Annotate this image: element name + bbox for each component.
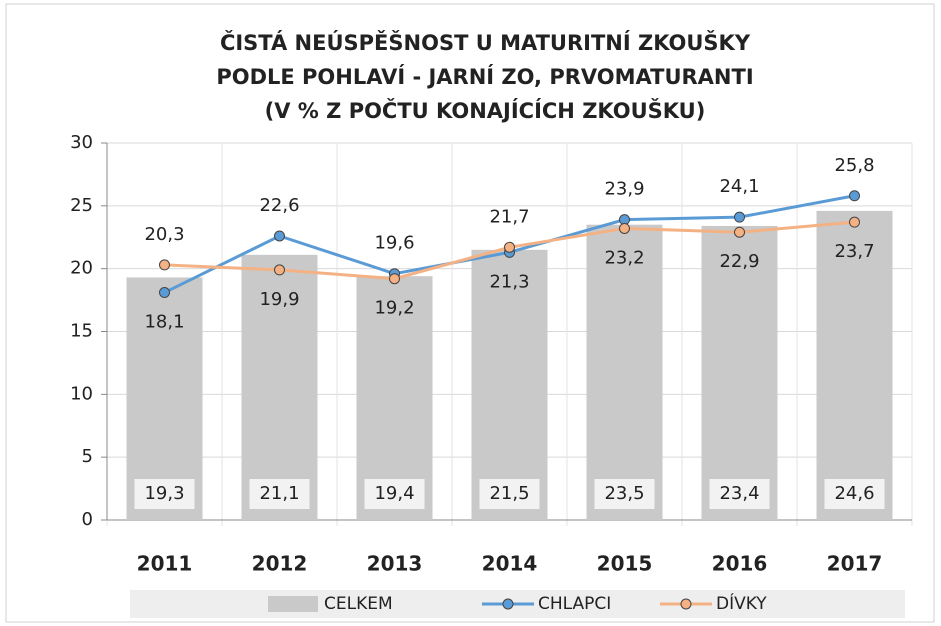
bar [816,210,893,521]
bar-label: 23,5 [604,483,644,504]
line-marker [159,287,170,299]
legend-marker [680,598,692,610]
line-label: 19,9 [259,289,299,310]
x-tick-label: 2016 [712,552,768,576]
bar-label: 23,4 [719,483,759,504]
line-label: 23,9 [604,179,644,200]
line-marker [619,222,630,234]
bar-label-box [364,479,425,509]
line-label: 19,6 [374,233,414,254]
line-marker [274,264,285,276]
bar-label-box [134,479,195,509]
line-marker [734,211,745,223]
line-label: 22,9 [719,251,759,272]
line-label: 23,2 [604,247,644,268]
y-tick-label: 30 [70,132,93,153]
bar [471,249,548,521]
line-label: 23,7 [834,241,874,262]
y-tick-label: 20 [70,258,93,279]
bar-label-box [594,479,655,509]
bar [586,224,663,520]
x-tick-label: 2014 [482,552,538,576]
legend-swatch [268,596,318,612]
line-marker [734,226,745,238]
line-label: 25,8 [834,155,874,176]
chart-title: (V % Z POČTU KONAJÍCÍCH ZKOUŠKU) [265,98,706,123]
legend-marker [502,598,514,610]
bar-label: 21,5 [489,483,529,504]
line-label: 19,2 [374,298,414,319]
line-label: 18,1 [144,312,184,333]
y-tick-label: 5 [82,446,93,467]
bar-label-box [249,479,310,509]
x-tick-label: 2011 [137,552,193,576]
line-marker [504,241,515,253]
y-tick-label: 15 [70,321,93,342]
bar-label-box [479,479,540,509]
line-marker [274,230,285,242]
bar-label: 24,6 [834,483,874,504]
bar-label: 21,1 [259,483,299,504]
bar [701,225,778,520]
chart-title: PODLE POHLAVÍ - JARNÍ ZO, PRVOMATURANTI [216,64,753,89]
bar [241,254,318,521]
y-tick-label: 10 [70,383,93,404]
legend-label: CHLAPCI [538,594,611,614]
line-marker [389,273,400,285]
chart-title: ČISTÁ NEÚSPĚŠNOST U MATURITNÍ ZKOUŠKY [220,30,751,55]
line-marker [849,216,860,228]
line-label: 21,7 [489,206,529,227]
bar-label-box [709,479,770,509]
bar-label-box [824,479,885,509]
bar-label: 19,4 [374,483,414,504]
line-label: 21,3 [489,271,529,292]
x-tick-label: 2017 [827,552,883,576]
x-tick-label: 2013 [367,552,423,576]
line-label: 22,6 [259,195,299,216]
y-tick-label: 0 [82,509,93,530]
line-label: 24,1 [719,176,759,197]
line-marker [159,259,170,271]
line-marker [849,190,860,202]
line-label: 20,3 [144,224,184,245]
legend-label: DÍVKY [716,592,767,614]
x-tick-label: 2015 [597,552,653,576]
legend-label: CELKEM [324,594,393,614]
y-tick-label: 25 [70,195,93,216]
x-tick-label: 2012 [252,552,308,576]
bar-label: 19,3 [144,483,184,504]
